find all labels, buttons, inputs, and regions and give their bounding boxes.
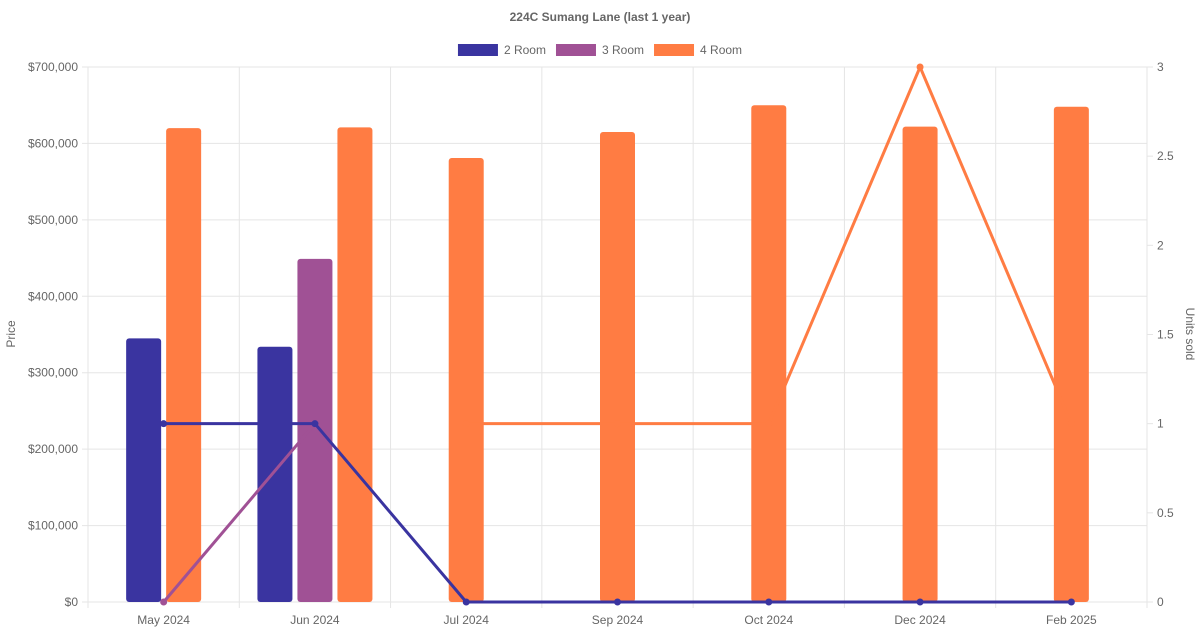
point-4-room bbox=[462, 420, 470, 428]
point-2-room bbox=[311, 420, 319, 428]
bar-4-room bbox=[600, 131, 635, 602]
y-left-tick-label: $400,000 bbox=[28, 289, 78, 303]
y-left-tick-label: $600,000 bbox=[28, 136, 78, 150]
x-tick-label: May 2024 bbox=[137, 613, 190, 627]
legend-swatch bbox=[654, 44, 695, 56]
point-2-room bbox=[160, 420, 168, 428]
y-right-tick-label: 2 bbox=[1157, 238, 1164, 252]
bar-2-room bbox=[257, 346, 293, 602]
legend-swatch bbox=[457, 44, 498, 56]
legend-label: 4 Room bbox=[700, 43, 742, 57]
y-left-tick-label: $200,000 bbox=[28, 442, 78, 456]
bar-4-room bbox=[448, 157, 484, 602]
bar-4-room bbox=[751, 105, 787, 602]
y-right-tick-label: 0.5 bbox=[1157, 506, 1174, 520]
point-4-room bbox=[614, 420, 621, 428]
point-2-room bbox=[765, 598, 773, 606]
line-3-room bbox=[162, 422, 317, 603]
bar-4-room bbox=[166, 128, 202, 602]
point-2-room bbox=[462, 598, 470, 606]
legend-swatch bbox=[555, 44, 596, 56]
bar-4-room bbox=[1053, 106, 1089, 602]
point-2-room bbox=[1067, 598, 1075, 606]
chart-title: 224C Sumang Lane (last 1 year) bbox=[510, 10, 691, 24]
x-tick-label: Feb 2025 bbox=[1046, 613, 1097, 627]
x-tick-label: Dec 2024 bbox=[894, 613, 946, 627]
point-2-room bbox=[614, 598, 621, 606]
x-tick-label: Oct 2024 bbox=[744, 613, 793, 627]
y-right-tick-label: 0 bbox=[1157, 595, 1164, 609]
y-left-tick-label: $700,000 bbox=[28, 60, 78, 74]
point-3-room bbox=[160, 598, 168, 606]
point-2-room bbox=[916, 598, 924, 606]
bar-4-room bbox=[337, 127, 373, 602]
y-left-tick-label: $100,000 bbox=[28, 519, 78, 533]
y-right-tick-label: 1.5 bbox=[1157, 328, 1174, 342]
x-tick-label: Sep 2024 bbox=[592, 613, 644, 627]
legend-item-2-room[interactable]: 2 Room bbox=[457, 43, 546, 57]
x-tick-label: Jul 2024 bbox=[444, 613, 490, 627]
lines bbox=[160, 63, 1075, 606]
bar-3-room bbox=[297, 258, 333, 602]
point-4-room bbox=[1067, 420, 1075, 428]
y-right-tick-label: 1 bbox=[1157, 417, 1164, 431]
x-tick-label: Jun 2024 bbox=[290, 613, 340, 627]
bars bbox=[126, 105, 1089, 602]
y-right-axis-title: Units sold bbox=[1183, 308, 1197, 361]
y-right-tick-label: 2.5 bbox=[1157, 149, 1174, 163]
y-left-tick-label: $0 bbox=[65, 595, 79, 609]
y-right-tick-label: 3 bbox=[1157, 60, 1164, 74]
y-left-axis-title: Price bbox=[4, 320, 18, 348]
point-4-room bbox=[916, 63, 924, 71]
legend[interactable]: 2 Room 3 Room 4 Room bbox=[457, 43, 742, 57]
y-left-tick-label: $500,000 bbox=[28, 213, 78, 227]
legend-label: 3 Room bbox=[602, 43, 644, 57]
legend-item-4-room[interactable]: 4 Room bbox=[654, 43, 742, 57]
legend-item-3-room[interactable]: 3 Room bbox=[555, 43, 644, 57]
axes: $0 $100,000 $200,000 $300,000 $400,000 $500,0… bbox=[28, 60, 1174, 627]
bar-2-room bbox=[126, 338, 162, 602]
legend-label: 2 Room bbox=[504, 43, 546, 57]
point-4-room bbox=[765, 420, 773, 428]
bar-4-room bbox=[902, 126, 938, 602]
y-left-tick-label: $300,000 bbox=[28, 366, 78, 380]
